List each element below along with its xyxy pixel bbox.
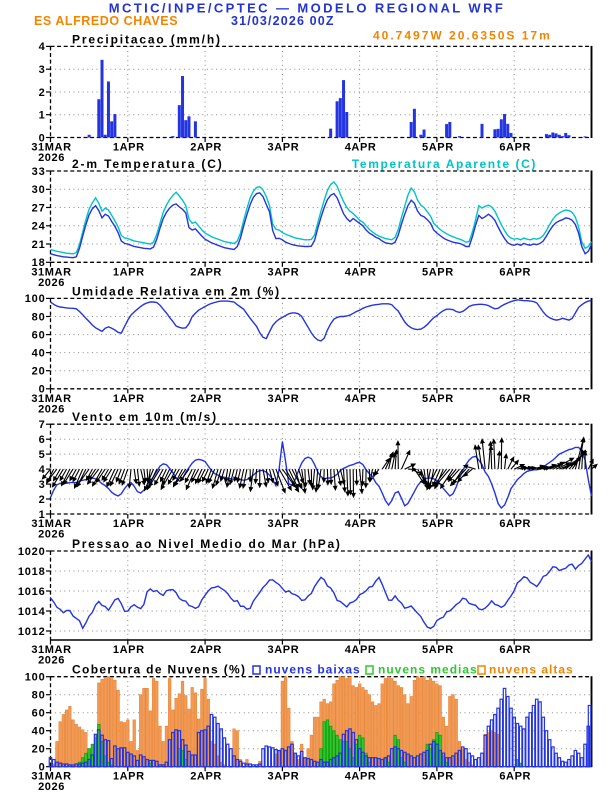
- svg-text:3APR: 3APR: [268, 266, 300, 278]
- svg-text:31MAR: 31MAR: [31, 266, 71, 278]
- svg-text:5: 5: [39, 449, 46, 461]
- svg-text:2026: 2026: [38, 529, 65, 541]
- svg-text:3: 3: [39, 479, 46, 491]
- svg-text:6APR: 6APR: [499, 266, 531, 278]
- svg-text:2: 2: [39, 87, 46, 99]
- svg-text:1020: 1020: [18, 546, 46, 558]
- svg-text:24: 24: [32, 221, 46, 233]
- svg-text:31/03/2026 00Z: 31/03/2026 00Z: [231, 14, 335, 28]
- svg-text:3: 3: [39, 64, 46, 76]
- svg-text:7: 7: [39, 419, 46, 431]
- svg-text:1APR: 1APR: [113, 142, 145, 154]
- svg-text:20: 20: [32, 744, 46, 756]
- svg-text:6APR: 6APR: [499, 142, 531, 154]
- svg-text:100: 100: [25, 672, 46, 684]
- svg-text:4APR: 4APR: [345, 644, 377, 656]
- svg-text:3APR: 3APR: [268, 644, 300, 656]
- svg-text:4APR: 4APR: [345, 518, 377, 530]
- svg-text:MCTIC/INPE/CPTEC — MODELO REGI: MCTIC/INPE/CPTEC — MODELO REGIONAL WRF: [109, 1, 505, 16]
- svg-text:20: 20: [32, 366, 46, 378]
- svg-text:3APR: 3APR: [268, 142, 300, 154]
- svg-text:18: 18: [32, 257, 46, 269]
- svg-text:2026: 2026: [38, 655, 65, 667]
- svg-text:2026: 2026: [38, 403, 65, 415]
- svg-text:2: 2: [39, 494, 46, 506]
- svg-text:80: 80: [32, 690, 46, 702]
- svg-text:100: 100: [25, 293, 46, 305]
- svg-text:21: 21: [32, 239, 46, 251]
- svg-text:1012: 1012: [18, 626, 46, 638]
- svg-text:5APR: 5APR: [422, 644, 454, 656]
- svg-text:5APR: 5APR: [422, 518, 454, 530]
- svg-text:nuvens altas: nuvens altas: [489, 663, 574, 677]
- svg-text:33: 33: [32, 166, 46, 178]
- svg-text:ES ALFREDO CHAVES: ES ALFREDO CHAVES: [34, 14, 178, 28]
- svg-text:80: 80: [32, 311, 46, 323]
- svg-text:2026: 2026: [38, 152, 65, 164]
- svg-text:2026: 2026: [38, 781, 65, 792]
- svg-text:2APR: 2APR: [190, 393, 222, 405]
- svg-text:1: 1: [39, 110, 46, 122]
- svg-text:Temperatura Aparente (C): Temperatura Aparente (C): [352, 157, 537, 171]
- svg-text:40.7497W 20.6350S 17m: 40.7497W 20.6350S 17m: [373, 29, 552, 43]
- svg-text:Precipitacao (mm/h): Precipitacao (mm/h): [72, 32, 222, 46]
- svg-text:2APR: 2APR: [190, 771, 222, 783]
- svg-text:31MAR: 31MAR: [31, 644, 71, 656]
- svg-text:3APR: 3APR: [268, 518, 300, 530]
- svg-text:5APR: 5APR: [422, 771, 454, 783]
- svg-text:2APR: 2APR: [190, 644, 222, 656]
- svg-text:3APR: 3APR: [268, 393, 300, 405]
- svg-text:2APR: 2APR: [190, 142, 222, 154]
- svg-text:1: 1: [39, 509, 46, 521]
- svg-text:1APR: 1APR: [113, 644, 145, 656]
- svg-text:1APR: 1APR: [113, 518, 145, 530]
- svg-text:Cobertura de Nuvens (%): Cobertura de Nuvens (%): [72, 663, 246, 677]
- svg-text:4APR: 4APR: [345, 771, 377, 783]
- svg-text:Umidade Relativa em 2m (%): Umidade Relativa em 2m (%): [72, 284, 281, 298]
- svg-text:Vento em 10m (m/s): Vento em 10m (m/s): [72, 410, 218, 424]
- svg-text:5APR: 5APR: [422, 142, 454, 154]
- svg-text:6APR: 6APR: [499, 393, 531, 405]
- svg-text:31MAR: 31MAR: [31, 518, 71, 530]
- svg-text:0: 0: [39, 762, 46, 774]
- svg-text:6: 6: [39, 434, 46, 446]
- svg-text:5APR: 5APR: [422, 266, 454, 278]
- svg-text:3APR: 3APR: [268, 771, 300, 783]
- svg-text:4APR: 4APR: [345, 393, 377, 405]
- svg-text:0: 0: [39, 384, 46, 396]
- svg-text:nuvens medias: nuvens medias: [378, 663, 478, 677]
- svg-text:Pressao ao Nivel Medio do Mar: Pressao ao Nivel Medio do Mar (hPa): [72, 537, 342, 551]
- svg-text:4: 4: [39, 41, 46, 53]
- svg-text:1APR: 1APR: [113, 266, 145, 278]
- svg-text:1016: 1016: [18, 586, 46, 598]
- svg-text:6APR: 6APR: [499, 518, 531, 530]
- svg-text:60: 60: [32, 708, 46, 720]
- svg-text:31MAR: 31MAR: [31, 393, 71, 405]
- svg-text:1APR: 1APR: [113, 771, 145, 783]
- svg-text:0: 0: [39, 132, 46, 144]
- svg-text:2-m Temperatura (C): 2-m Temperatura (C): [72, 157, 224, 171]
- svg-text:5APR: 5APR: [422, 393, 454, 405]
- svg-text:27: 27: [32, 202, 46, 214]
- svg-text:6APR: 6APR: [499, 771, 531, 783]
- svg-text:4APR: 4APR: [345, 142, 377, 154]
- svg-text:60: 60: [32, 329, 46, 341]
- svg-text:30: 30: [32, 184, 46, 196]
- svg-text:40: 40: [32, 726, 46, 738]
- svg-text:2APR: 2APR: [190, 266, 222, 278]
- svg-text:1APR: 1APR: [113, 393, 145, 405]
- svg-text:4: 4: [39, 464, 46, 476]
- svg-text:1018: 1018: [18, 566, 46, 578]
- svg-text:nuvens baixas: nuvens baixas: [265, 663, 361, 677]
- svg-text:2APR: 2APR: [190, 518, 222, 530]
- svg-text:1014: 1014: [18, 606, 46, 618]
- svg-text:6APR: 6APR: [499, 644, 531, 656]
- svg-text:40: 40: [32, 347, 46, 359]
- svg-text:31MAR: 31MAR: [31, 771, 71, 783]
- svg-text:2026: 2026: [38, 277, 65, 289]
- svg-text:4APR: 4APR: [345, 266, 377, 278]
- svg-text:31MAR: 31MAR: [31, 142, 71, 154]
